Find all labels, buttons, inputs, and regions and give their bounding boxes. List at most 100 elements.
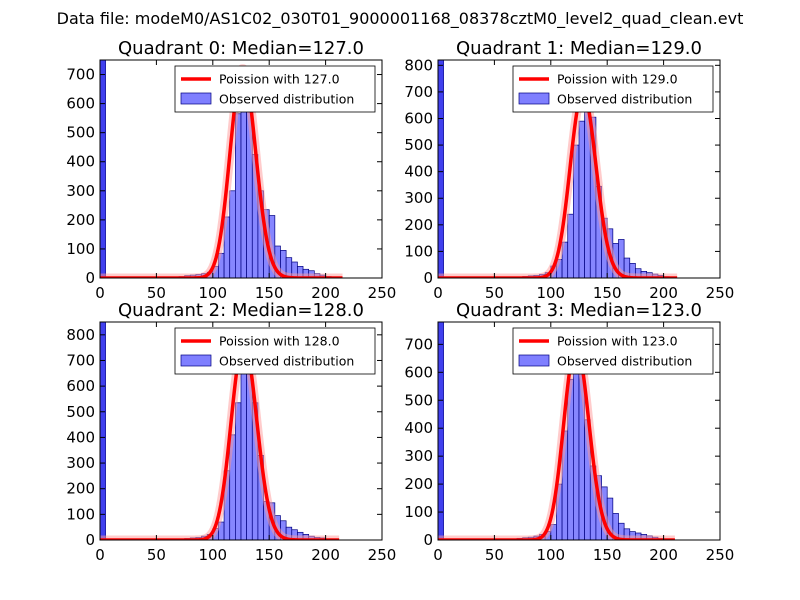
- legend: Poission with 128.0 Observed distribution: [174, 327, 376, 375]
- y-tick-label: 500: [404, 391, 433, 409]
- x-tick-label: 100: [198, 546, 227, 564]
- y-tick-label: 700: [404, 83, 433, 101]
- y-tick-label: 700: [404, 335, 433, 353]
- y-tick-label: 500: [66, 403, 95, 421]
- y-tick-label: 200: [66, 211, 95, 229]
- x-tick-label: 50: [147, 546, 166, 564]
- legend-bar-swatch: [180, 92, 212, 105]
- x-tick-label: 100: [198, 284, 227, 302]
- subplot-grid: Quadrant 0: Median=127.0 0 50 100 150 200 250 0…: [66, 38, 734, 564]
- legend-box: [174, 65, 376, 113]
- subplot-quadrant-3: Quadrant 3: Median=123.0 0 50 100 150 200 250 0…: [404, 300, 734, 564]
- legend-label-observed: Observed distribution: [557, 354, 692, 369]
- y-tick-label: 800: [404, 56, 433, 74]
- legend-label-observed: Observed distribution: [219, 92, 354, 107]
- histogram-bar-first: [438, 60, 444, 278]
- x-tick-label: 0: [95, 284, 105, 302]
- y-tick-label: 500: [404, 136, 433, 154]
- axes-frame: [99, 59, 383, 279]
- legend-label-observed: Observed distribution: [557, 92, 692, 107]
- y-tick-label: 600: [404, 109, 433, 127]
- x-tick-label: 100: [536, 284, 565, 302]
- x-tick-label: 250: [368, 546, 397, 564]
- x-tick-label: 200: [649, 284, 678, 302]
- y-tick-label: 100: [66, 505, 95, 523]
- histogram-bar: [235, 402, 242, 540]
- y-tick-label: 600: [66, 95, 95, 113]
- legend-label-poisson: Poission with 129.0: [557, 72, 678, 87]
- x-tick-label: 150: [255, 546, 284, 564]
- y-tick-label: 600: [404, 363, 433, 381]
- y-tick-label: 400: [66, 428, 95, 446]
- histogram-bar: [578, 120, 585, 278]
- subplot-quadrant-2: Quadrant 2: Median=128.0 0 50 100 150 200 250 0…: [66, 300, 396, 564]
- axes-frame: [99, 321, 383, 541]
- poisson-curve-halo: [438, 341, 679, 540]
- histogram-bar-first: [438, 322, 444, 540]
- y-tick-label: 100: [404, 503, 433, 521]
- x-tick-label: 150: [593, 284, 622, 302]
- x-tick-label: 250: [368, 284, 397, 302]
- legend-bar-swatch: [518, 354, 550, 367]
- y-tick-label: 200: [66, 480, 95, 498]
- subplot-title: Quadrant 1: Median=129.0: [456, 38, 702, 59]
- x-tick-label: 200: [649, 546, 678, 564]
- y-tick-label: 700: [66, 351, 95, 369]
- x-tick-label: 200: [311, 546, 340, 564]
- legend-label-poisson: Poission with 128.0: [219, 334, 340, 349]
- legend: Poission with 129.0 Observed distribution: [512, 65, 714, 113]
- x-tick-label: 150: [255, 284, 284, 302]
- x-tick-label: 50: [485, 284, 504, 302]
- y-tick-label: 500: [66, 124, 95, 142]
- x-tick-label: 0: [433, 546, 443, 564]
- y-tick-label: 0: [423, 531, 433, 549]
- histogram-bar-first: [100, 322, 106, 540]
- x-tick-label: 50: [485, 546, 504, 564]
- subplot-quadrant-0: Quadrant 0: Median=127.0 0 50 100 150 200 250 0…: [66, 38, 396, 302]
- legend-label-observed: Observed distribution: [219, 354, 354, 369]
- histogram-bar-first: [100, 60, 106, 278]
- y-tick-label: 300: [404, 189, 433, 207]
- y-tick-label: 300: [66, 454, 95, 472]
- histogram-bar: [235, 113, 242, 278]
- x-tick-label: 250: [706, 546, 735, 564]
- x-tick-label: 0: [433, 284, 443, 302]
- histogram-bar: [573, 345, 580, 540]
- legend-bar-swatch: [518, 92, 550, 105]
- y-tick-label: 700: [66, 66, 95, 84]
- x-tick-label: 150: [593, 546, 622, 564]
- histogram-bar: [229, 190, 236, 278]
- y-tick-label: 100: [66, 240, 95, 258]
- legend: Poission with 127.0 Observed distribution: [174, 65, 376, 113]
- x-tick-label: 200: [311, 284, 340, 302]
- y-tick-label: 400: [404, 419, 433, 437]
- y-tick-label: 0: [85, 269, 95, 287]
- figure-suptitle: Data file: modeM0/AS1C02_030T01_90000011…: [57, 9, 744, 29]
- subplot-quadrant-1: Quadrant 1: Median=129.0 0 50 100 150 200 250 0…: [404, 38, 734, 302]
- y-tick-label: 600: [66, 377, 95, 395]
- legend-bar-swatch: [180, 354, 212, 367]
- y-tick-label: 300: [66, 182, 95, 200]
- subplot-title: Quadrant 3: Median=123.0: [456, 300, 702, 321]
- axes-frame: [437, 321, 721, 541]
- y-tick-label: 100: [404, 242, 433, 260]
- subplot-title: Quadrant 0: Median=127.0: [118, 38, 364, 59]
- x-tick-label: 50: [147, 284, 166, 302]
- poisson-curve: [438, 90, 678, 278]
- y-tick-label: 200: [404, 216, 433, 234]
- x-tick-label: 0: [95, 546, 105, 564]
- x-tick-label: 250: [706, 284, 735, 302]
- y-tick-label: 300: [404, 447, 433, 465]
- y-tick-label: 0: [85, 531, 95, 549]
- subplot-title: Quadrant 2: Median=128.0: [118, 300, 364, 321]
- y-tick-label: 400: [66, 153, 95, 171]
- y-tick-label: 200: [404, 475, 433, 493]
- histogram-bar: [567, 213, 574, 278]
- legend-label-poisson: Poission with 127.0: [219, 72, 340, 87]
- legend: Poission with 123.0 Observed distribution: [512, 327, 714, 375]
- y-tick-label: 800: [66, 326, 95, 344]
- y-tick-label: 0: [423, 269, 433, 287]
- y-tick-label: 400: [404, 163, 433, 181]
- x-tick-label: 100: [536, 546, 565, 564]
